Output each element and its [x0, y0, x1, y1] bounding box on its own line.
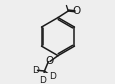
Text: D: D: [49, 72, 56, 81]
Text: O: O: [72, 6, 80, 16]
Text: O: O: [45, 56, 53, 66]
Text: D: D: [39, 76, 46, 84]
Text: D: D: [32, 66, 39, 75]
